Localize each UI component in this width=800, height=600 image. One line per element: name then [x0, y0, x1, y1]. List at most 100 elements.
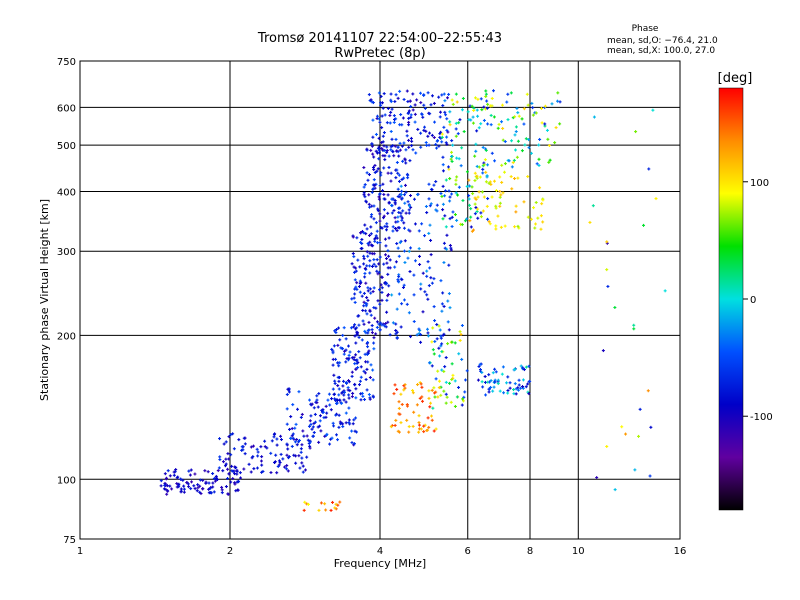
data-point [374, 149, 378, 153]
data-point [358, 265, 362, 269]
data-point [394, 322, 398, 326]
data-point [335, 398, 339, 402]
data-point [448, 120, 452, 124]
data-point [494, 189, 498, 193]
data-point [439, 336, 443, 340]
data-point [334, 328, 338, 332]
data-point [305, 434, 309, 438]
data-point [508, 386, 512, 390]
data-point [428, 223, 432, 227]
data-point [233, 482, 237, 486]
data-point [494, 227, 498, 231]
data-point [365, 312, 369, 316]
data-point [408, 204, 412, 208]
data-point [291, 432, 295, 436]
data-point [432, 101, 436, 105]
data-point [476, 378, 480, 382]
data-point [485, 175, 489, 179]
data-point [159, 484, 163, 488]
data-point [385, 298, 389, 302]
data-point [276, 464, 280, 468]
colorbar [718, 87, 744, 511]
data-point [460, 108, 464, 112]
data-point [397, 206, 401, 210]
data-point [436, 395, 440, 399]
data-point [233, 466, 237, 470]
data-point [388, 121, 392, 125]
data-point [445, 233, 449, 237]
data-point [397, 406, 401, 410]
data-point [486, 102, 490, 106]
data-point [362, 193, 366, 197]
data-point [387, 154, 391, 158]
data-point [340, 390, 344, 394]
data-point [546, 137, 550, 141]
data-point [367, 193, 371, 197]
data-point [337, 326, 341, 330]
data-point [540, 121, 544, 125]
data-point [359, 231, 363, 235]
data-point [337, 387, 341, 391]
data-point [498, 175, 502, 179]
data-point [437, 346, 441, 350]
data-point [308, 440, 312, 444]
data-point [383, 324, 387, 328]
data-point [499, 225, 503, 229]
data-point [313, 412, 317, 416]
data-point [347, 380, 351, 384]
data-point [374, 132, 378, 136]
data-point [377, 157, 381, 161]
data-point [492, 179, 496, 183]
data-point [331, 351, 335, 355]
data-point [399, 193, 403, 197]
data-point [407, 120, 411, 124]
data-point [203, 469, 207, 473]
data-point [368, 309, 372, 313]
data-point [450, 150, 454, 154]
data-point [382, 144, 386, 148]
data-point [515, 155, 519, 159]
x-tick-labels: 1 2 4 6 8 10 16 [77, 546, 687, 557]
data-point [633, 468, 637, 472]
data-point [496, 382, 500, 386]
data-point [444, 401, 448, 405]
data-point [393, 383, 397, 387]
data-point [293, 440, 297, 444]
data-point [487, 220, 491, 224]
data-point [479, 211, 483, 215]
data-point [449, 400, 453, 404]
data-point [374, 221, 378, 225]
data-point [187, 469, 191, 473]
data-point [405, 129, 409, 133]
data-point [363, 271, 367, 275]
data-point [213, 479, 217, 483]
data-point [400, 196, 404, 200]
data-point [388, 258, 392, 262]
data-point [354, 285, 358, 289]
data-point [444, 380, 448, 384]
data-point [337, 375, 341, 379]
data-point [350, 370, 354, 374]
data-point [407, 249, 411, 253]
data-point [411, 108, 415, 112]
data-point [390, 211, 394, 215]
data-point [508, 381, 512, 385]
data-point [394, 117, 398, 121]
data-point [261, 469, 265, 473]
data-point [331, 500, 335, 504]
data-point [465, 184, 469, 188]
data-point [378, 192, 382, 196]
data-point [349, 326, 353, 330]
data-point [498, 189, 502, 193]
data-point [378, 120, 382, 124]
data-point [393, 144, 397, 148]
data-point [517, 226, 521, 230]
data-point [448, 195, 452, 199]
data-point [426, 416, 430, 420]
data-point [236, 488, 240, 492]
data-point [605, 268, 609, 272]
data-point [448, 177, 452, 181]
data-point [435, 203, 439, 207]
data-point [484, 89, 488, 93]
data-point [537, 157, 541, 161]
